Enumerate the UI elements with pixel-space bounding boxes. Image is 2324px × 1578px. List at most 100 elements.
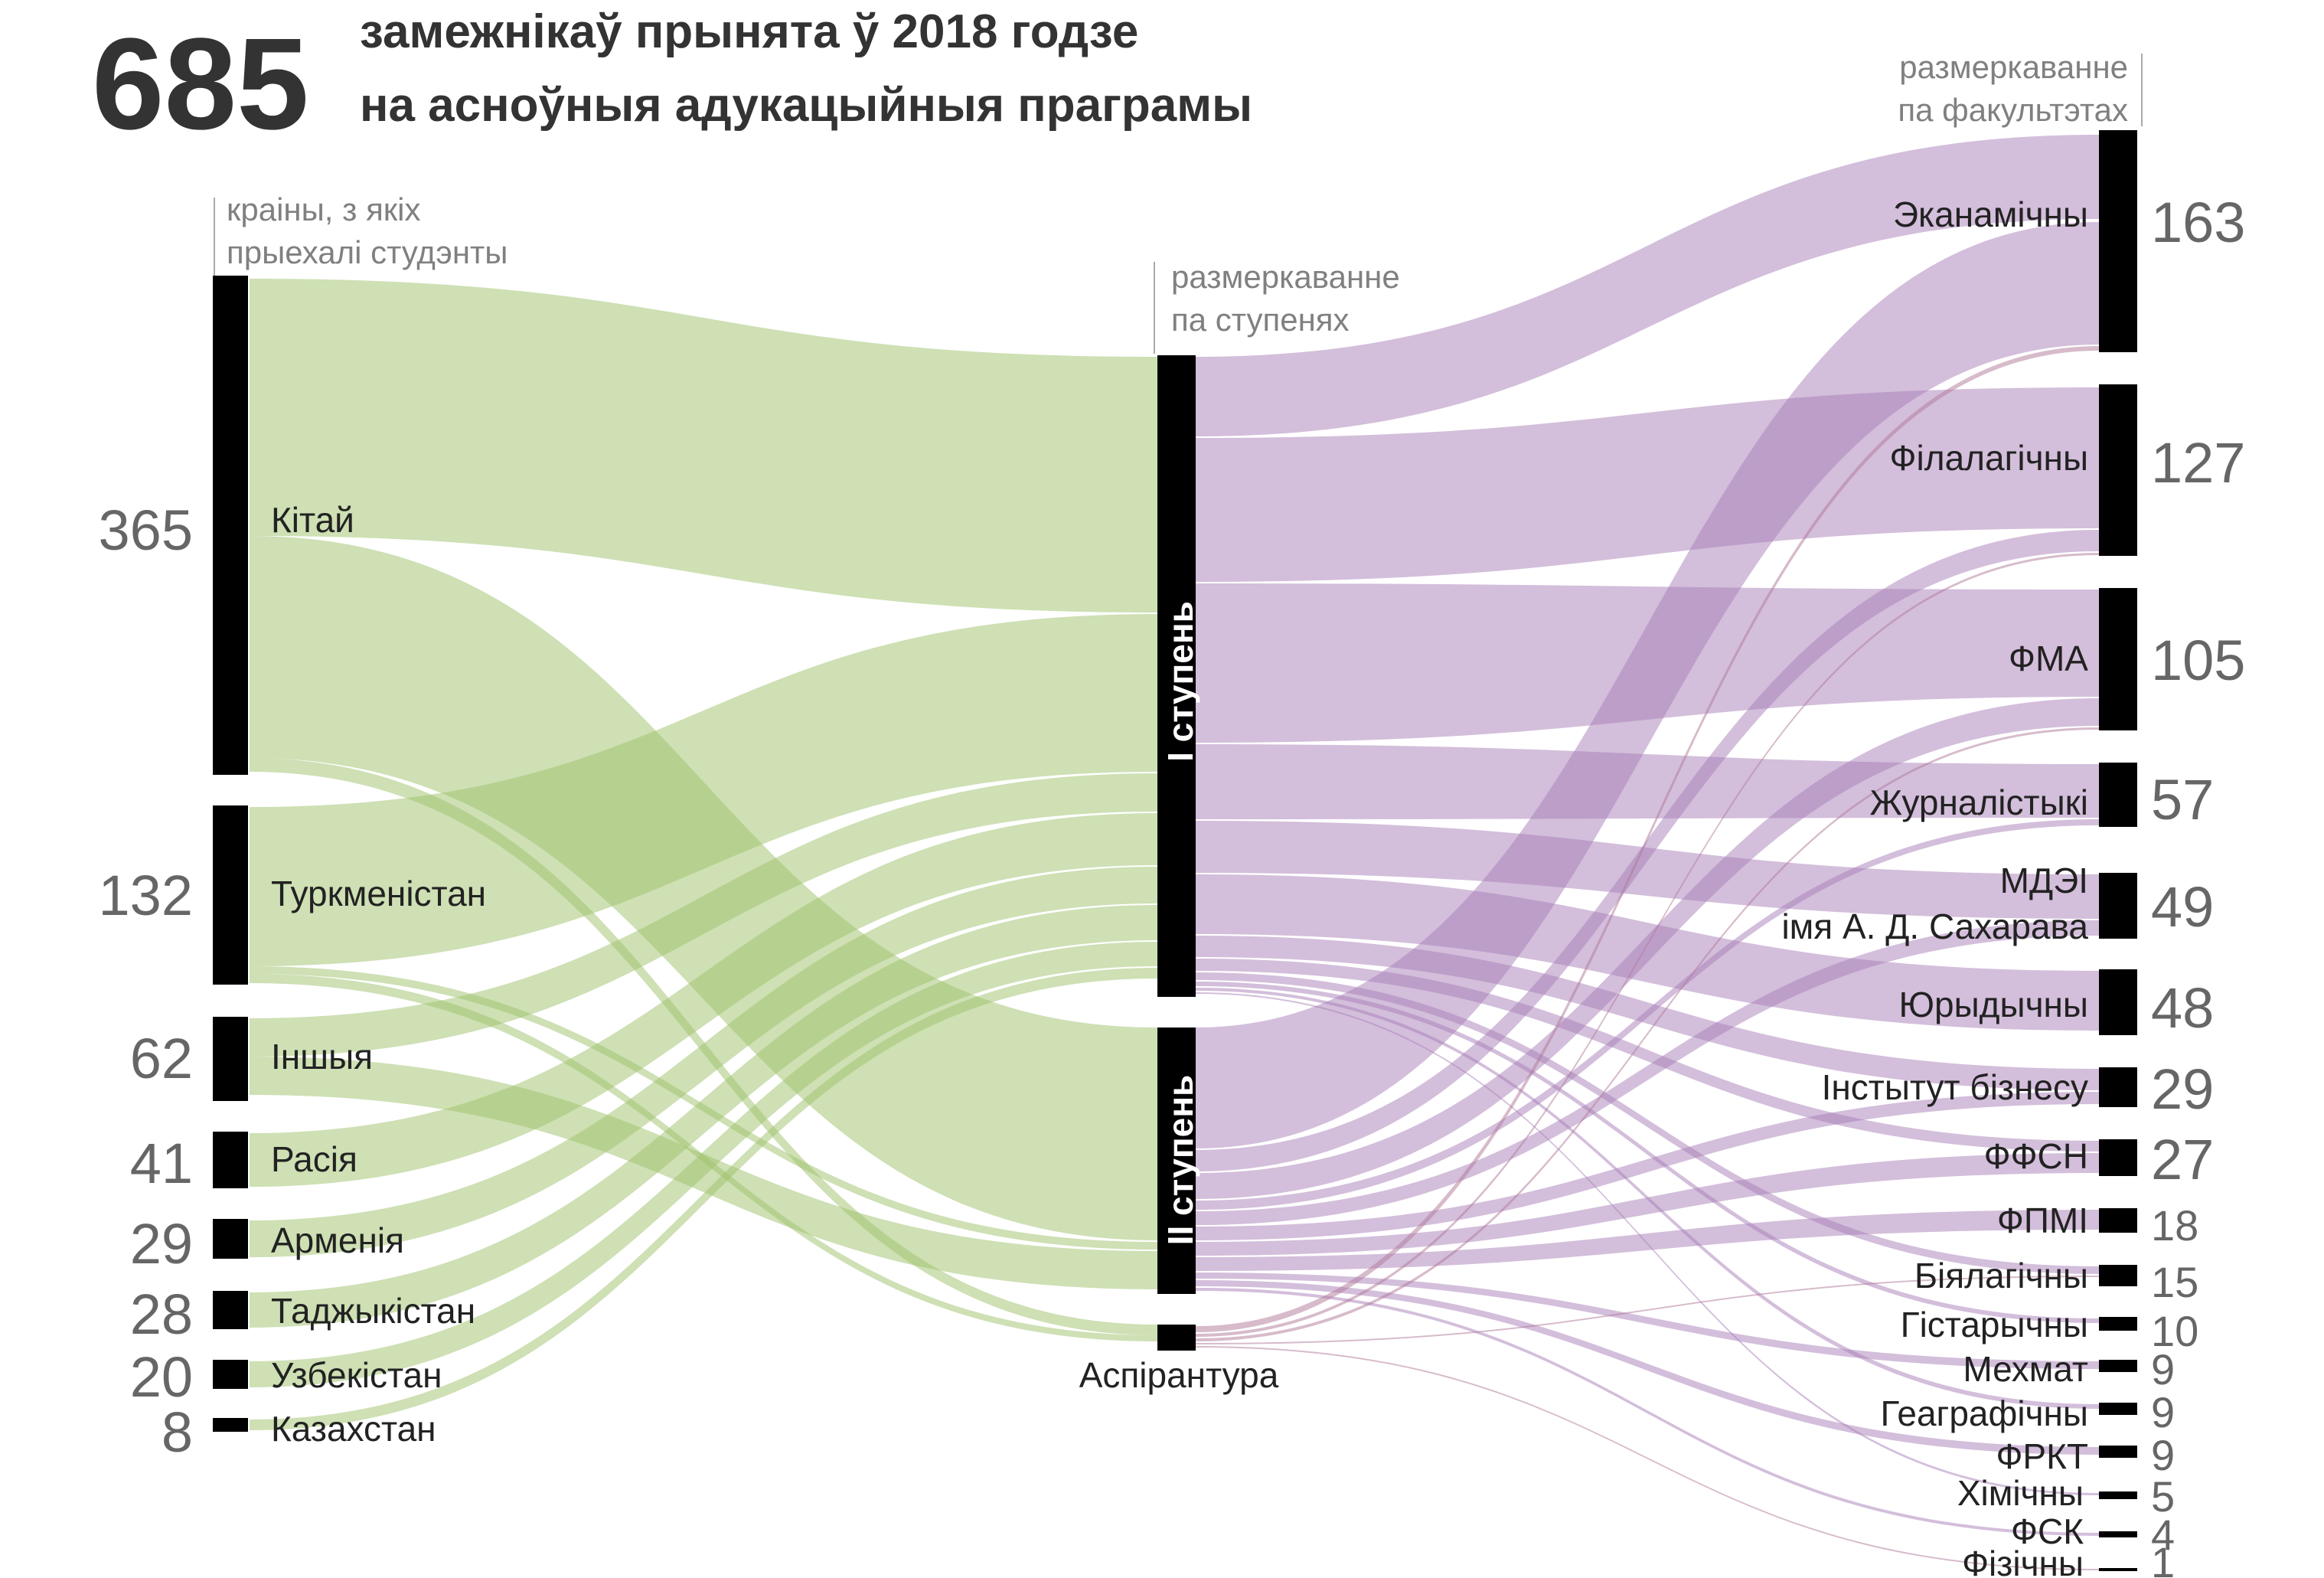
faculty-value-bio: 15	[2151, 1258, 2198, 1306]
faculty-value-fsk: 4	[2151, 1511, 2175, 1559]
flow-level2-econ	[1196, 222, 2099, 1148]
countries-note-line1: краіны, з якіх	[227, 191, 421, 227]
faculty-value-hist: 10	[2151, 1307, 2198, 1355]
node-journal	[2099, 763, 2137, 827]
flow-level2-fma	[1196, 698, 2099, 1199]
flow-armenia-level1	[250, 867, 1157, 1257]
faculty-label-chem: Хімічны	[1957, 1473, 2084, 1513]
flow-uzbekistan-level1	[250, 942, 1157, 1387]
level-label-1: I ступень	[1160, 601, 1200, 762]
node-law	[2099, 969, 2137, 1035]
country-value-turkmenistan: 132	[99, 864, 193, 927]
faculty-value-chem: 5	[2151, 1472, 2175, 1521]
total-count: 685	[92, 11, 309, 157]
node-aspirantura	[1157, 1325, 1196, 1351]
faculty-label-ffsn: ФФСН	[1984, 1136, 2088, 1176]
faculty-label-mdei: МДЭІ	[2000, 861, 2088, 900]
flow-china-level2	[250, 536, 1157, 1240]
faculty-label-econ: Эканамічны	[1893, 194, 2088, 234]
country-value-other: 62	[130, 1027, 193, 1090]
country-value-uzbekistan: 20	[130, 1345, 193, 1409]
faculty-label-fma: ФМА	[2009, 639, 2088, 678]
node-russia	[213, 1132, 248, 1188]
country-label-uzbekistan: Узбекістан	[271, 1355, 442, 1395]
faculty-label-fsk: ФСК	[2011, 1511, 2084, 1551]
node-business	[2099, 1067, 2137, 1107]
country-label-tajikistan: Таджыкістан	[271, 1291, 475, 1331]
flow-level1-philol	[1196, 387, 2099, 582]
faculty-value-phys: 1	[2151, 1538, 2175, 1578]
node-tajikistan	[213, 1291, 248, 1329]
nodes	[213, 130, 2137, 1571]
faculty-value-fma: 105	[2151, 629, 2245, 692]
node-kazakhstan	[213, 1418, 248, 1432]
faculty-label-mehmat: Мехмат	[1963, 1349, 2088, 1389]
country-value-russia: 41	[130, 1132, 193, 1195]
country-label-china: Кітай	[271, 500, 354, 540]
node-level2	[1157, 1027, 1196, 1294]
flow-level1-econ	[1196, 135, 2099, 436]
faculty-value-business: 29	[2151, 1057, 2214, 1121]
flow-other-level1	[250, 773, 1157, 1057]
node-geo	[2099, 1403, 2137, 1415]
node-china	[213, 276, 248, 775]
flow-level2-fsk	[1196, 1288, 2099, 1536]
faculty-labels: Эканамічны 163 Філалагічны 127 ФМА 105 Ж…	[1781, 191, 2245, 1578]
country-label-armenia: Арменія	[271, 1220, 404, 1260]
faculty-value-law: 48	[2151, 976, 2214, 1040]
flow-level2-mdei	[1196, 920, 2099, 1225]
levels-note-line2: па ступенях	[1171, 302, 1350, 338]
node-fma	[2099, 588, 2137, 730]
faculties-note-line2: па факультэтах	[1898, 92, 2128, 128]
faculty-value-frkt: 9	[2151, 1431, 2175, 1479]
flow-china-level1	[250, 279, 1157, 613]
country-label-russia: Расія	[271, 1139, 357, 1179]
flow-level2-ffsn	[1196, 1153, 2099, 1256]
flow-level1-hist	[1196, 982, 2099, 1323]
faculty-label-bio: Біялагічны	[1914, 1256, 2088, 1295]
level-label-2: II ступень	[1160, 1075, 1200, 1246]
country-value-china: 365	[99, 498, 193, 562]
faculty-label-business: Інстытут бізнесу	[1822, 1067, 2088, 1107]
node-other	[213, 1017, 248, 1101]
node-chem	[2099, 1491, 2137, 1499]
levels-note-line1: размеркаванне	[1171, 259, 1400, 295]
node-hist	[2099, 1317, 2137, 1331]
faculty-label-law: Юрыдычны	[1899, 985, 2088, 1024]
faculty-label-hist: Гістарычны	[1901, 1305, 2088, 1344]
countries-note-line2: прыехалі студэнты	[227, 234, 508, 270]
level-labels: I ступень II ступень Аспірантура	[1079, 601, 1279, 1395]
node-mdei	[2099, 873, 2137, 939]
node-mehmat	[2099, 1360, 2137, 1372]
faculty-value-mehmat: 9	[2151, 1345, 2175, 1393]
faculty-value-fpmi: 18	[2151, 1201, 2198, 1250]
flow-level2-journal	[1196, 819, 2099, 1210]
country-label-other: Іншыя	[271, 1037, 373, 1077]
faculties-note-line1: размеркаванне	[1899, 49, 2128, 85]
faculty-label-phys: Фізічны	[1962, 1544, 2084, 1578]
country-value-armenia: 29	[130, 1212, 193, 1276]
node-frkt	[2099, 1446, 2137, 1458]
faculty-label-frkt: ФРКТ	[1996, 1436, 2088, 1476]
faculty-value-journal: 57	[2151, 768, 2214, 831]
flow-level1-mdei	[1196, 821, 2099, 919]
faculty-value-ffsn: 27	[2151, 1128, 2214, 1191]
country-label-kazakhstan: Казахстан	[271, 1409, 436, 1449]
flow-russia-level1	[250, 813, 1157, 1187]
flow-level2-business	[1196, 1092, 2099, 1240]
flow-level2-fpmi	[1196, 1210, 2099, 1271]
faculty-label-fpmi: ФПМІ	[1997, 1201, 2088, 1240]
node-uzbekistan	[213, 1360, 248, 1389]
node-turkmenistan	[213, 805, 248, 985]
node-fpmi	[2099, 1208, 2137, 1233]
title-line-2: на асноўныя адукацыйныя праграмы	[360, 79, 1252, 132]
flow-level2-frkt	[1196, 1280, 2099, 1455]
country-labels: Кітай 365 Туркменістан 132 Іншыя 62 Расі…	[99, 498, 487, 1464]
faculty-value-geo: 9	[2151, 1388, 2175, 1436]
flow-asp-phys	[1196, 1346, 2099, 1570]
country-label-turkmenistan: Туркменістан	[271, 874, 486, 913]
level-to-faculty-flows	[1196, 135, 2099, 1570]
title-line-1: замежнікаў прынята ў 2018 годзе	[360, 5, 1138, 58]
node-ffsn	[2099, 1139, 2137, 1176]
